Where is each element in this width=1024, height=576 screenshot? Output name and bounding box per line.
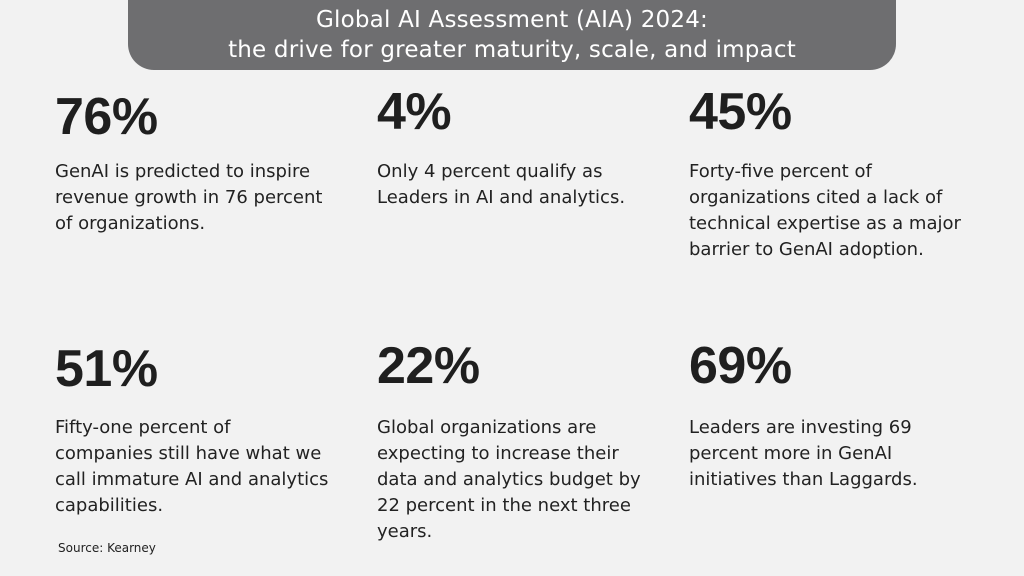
- stat-description-line: revenue growth in 76 percent: [55, 187, 323, 208]
- stat-description-line: call immature AI and analytics: [55, 469, 329, 490]
- stat-card-22: 22% Global organizations are expecting t…: [377, 337, 682, 542]
- stat-description-line: Global organizations are: [377, 417, 597, 438]
- source-note: Source: Kearney: [58, 541, 156, 555]
- stat-card-45: 45% Forty-five percent of organizations …: [689, 83, 994, 260]
- stat-description-line: Fifty-one percent of: [55, 417, 231, 438]
- stat-value: 22%: [377, 337, 480, 395]
- stat-description-line: percent more in GenAI: [689, 443, 893, 464]
- stat-description-line: expecting to increase their: [377, 443, 619, 464]
- stat-value: 45%: [689, 83, 792, 141]
- stat-card-76: 76% GenAI is predicted to inspire revenu…: [55, 88, 360, 234]
- stat-description-line: Leaders in AI and analytics.: [377, 187, 626, 208]
- header-banner: Global AI Assessment (AIA) 2024: the dri…: [128, 0, 896, 70]
- stat-description: Only 4 percent qualify as Leaders in AI …: [377, 159, 682, 211]
- stat-description-line: companies still have what we: [55, 443, 322, 464]
- stat-description-line: Leaders are investing 69: [689, 417, 912, 438]
- stat-description-line: organizations cited a lack of: [689, 187, 943, 208]
- stat-description-line: years.: [377, 521, 433, 542]
- stat-description-line: data and analytics budget by: [377, 469, 641, 490]
- header-title-line-1: Global AI Assessment (AIA) 2024:: [316, 7, 708, 33]
- stat-description: Leaders are investing 69 percent more in…: [689, 415, 994, 493]
- stat-value: 51%: [55, 340, 158, 398]
- stat-description-line: barrier to GenAI adoption.: [689, 239, 924, 260]
- stat-description: Global organizations are expecting to in…: [377, 415, 682, 545]
- stat-description-line: capabilities.: [55, 495, 164, 516]
- stat-description: Fifty-one percent of companies still hav…: [55, 415, 360, 519]
- header-title-line-2: the drive for greater maturity, scale, a…: [228, 37, 796, 63]
- stat-description: GenAI is predicted to inspire revenue gr…: [55, 159, 360, 237]
- stat-value: 76%: [55, 88, 158, 146]
- stat-card-69: 69% Leaders are investing 69 percent mor…: [689, 337, 994, 490]
- stat-description-line: of organizations.: [55, 213, 206, 234]
- stat-card-4: 4% Only 4 percent qualify as Leaders in …: [377, 83, 682, 208]
- stat-description-line: initiatives than Laggards.: [689, 469, 918, 490]
- stat-description-line: GenAI is predicted to inspire: [55, 161, 311, 182]
- stat-description: Forty-five percent of organizations cite…: [689, 159, 994, 263]
- stat-value: 4%: [377, 83, 452, 141]
- stat-description-line: Forty-five percent of: [689, 161, 872, 182]
- stat-card-51: 51% Fifty-one percent of companies still…: [55, 340, 360, 516]
- stat-description-line: Only 4 percent qualify as: [377, 161, 603, 182]
- stat-value: 69%: [689, 337, 792, 395]
- stat-description-line: 22 percent in the next three: [377, 495, 631, 516]
- stat-description-line: technical expertise as a major: [689, 213, 961, 234]
